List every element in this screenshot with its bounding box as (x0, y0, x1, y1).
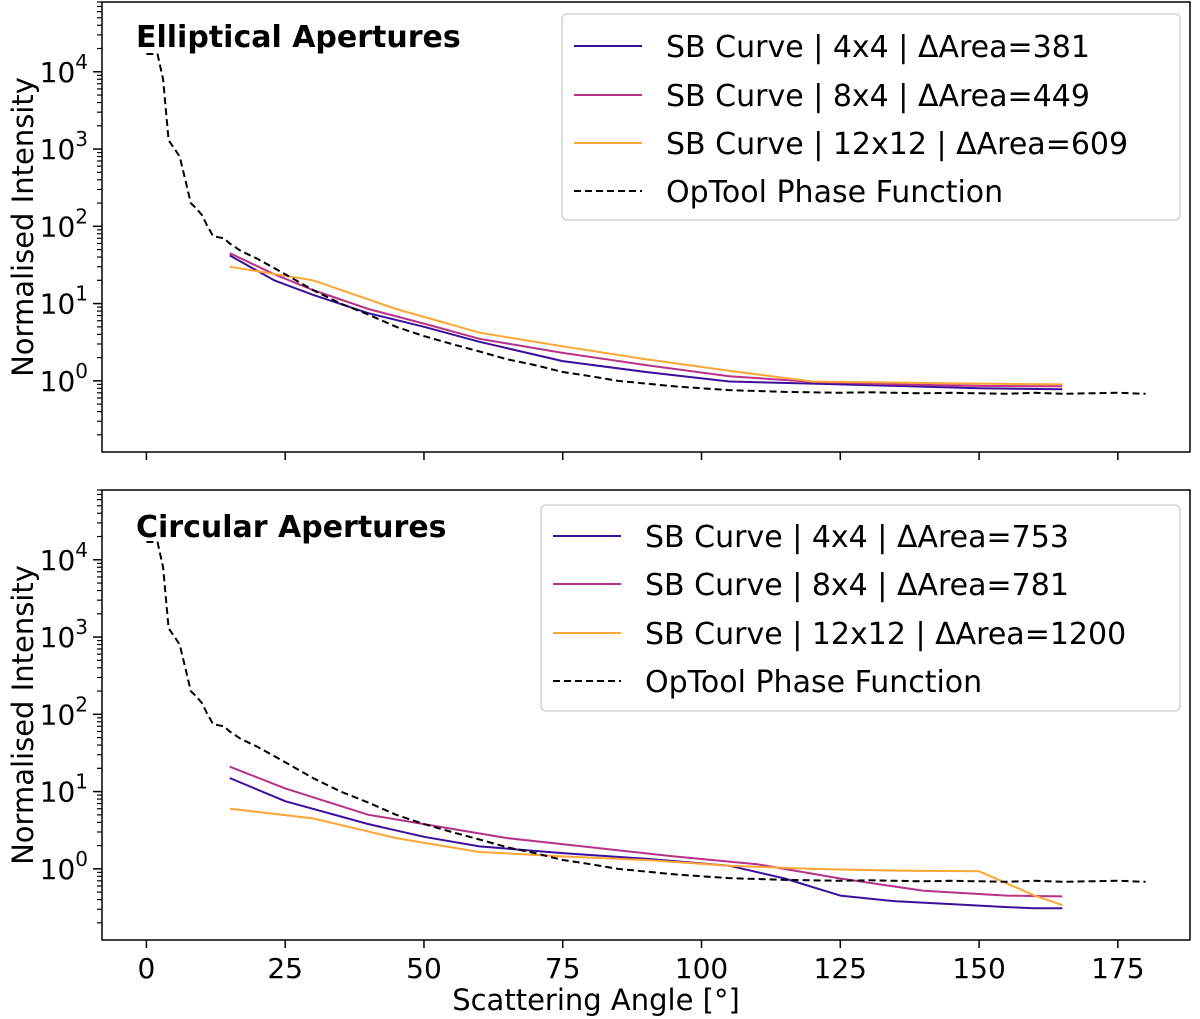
series-line-3 (146, 541, 1146, 883)
legend-entry-3: OpTool Phase Function (645, 665, 982, 700)
series-line-2 (229, 265, 1063, 386)
legend-entry-1: SB Curve | 8x4 | ΔArea=449 (666, 79, 1090, 114)
x-tick-label: 0 (137, 952, 155, 985)
series-line-0 (229, 254, 1063, 391)
series-line-2 (229, 807, 1063, 907)
axes-frame (101, 1, 1191, 453)
series-line-1 (229, 765, 1063, 898)
y-tick-label: 102 (40, 204, 88, 243)
panel-title: Circular Apertures (136, 510, 447, 545)
panel-title: Elliptical Apertures (136, 20, 461, 55)
x-tick-label: 25 (267, 952, 303, 985)
x-tick-label: 100 (675, 952, 728, 985)
x-tick-label: 175 (1091, 952, 1144, 985)
legend-entry-1: SB Curve | 8x4 | ΔArea=781 (645, 568, 1069, 603)
legend: SB Curve | 4x4 | ΔArea=753 SB Curve | 8x4… (540, 504, 1181, 712)
legend-entry-2: SB Curve | 12x12 | ΔArea=1200 (645, 617, 1126, 652)
x-tick-label: 125 (814, 952, 867, 985)
panel-elliptical: 100 101 102 103 104 Elliptical Apertures Norma… (6, 1, 1191, 460)
y-tick-label: 101 (40, 282, 88, 321)
y-tick-label: 103 (40, 127, 88, 166)
legend-entry-0: SB Curve | 4x4 | ΔArea=381 (666, 30, 1090, 65)
y-tick-label: 100 (40, 359, 88, 398)
legend-entry-0: SB Curve | 4x4 | ΔArea=753 (645, 520, 1069, 555)
legend-box (540, 504, 1181, 712)
y-tick-label: 104 (40, 538, 88, 577)
x-tick-label: 150 (952, 952, 1005, 985)
x-tick-label: 75 (545, 952, 581, 985)
y-tick-label: 100 (40, 847, 88, 886)
y-tick-label: 104 (40, 50, 88, 89)
y-axis-label: Normalised Intensity (6, 565, 40, 865)
legend-box (561, 13, 1181, 221)
x-tick-label: 50 (406, 952, 442, 985)
y-tick-label: 102 (40, 692, 88, 731)
series-line-1 (229, 252, 1063, 388)
panel-circular: 100 101 102 103 104 0 25 50 75 100 125 150 175 Circul… (6, 489, 1191, 1017)
series-line-3 (146, 53, 1146, 395)
y-tick-label: 101 (40, 770, 88, 809)
legend-entry-3: OpTool Phase Function (666, 175, 1003, 210)
y-axis-label: Normalised Intensity (6, 77, 40, 377)
legend: SB Curve | 4x4 | ΔArea=381 SB Curve | 8x4… (561, 13, 1181, 221)
y-tick-label: 103 (40, 615, 88, 654)
x-axis-label: Scattering Angle [°] (452, 983, 740, 1017)
legend-entry-2: SB Curve | 12x12 | ΔArea=609 (666, 127, 1128, 162)
axes-frame (101, 489, 1191, 941)
